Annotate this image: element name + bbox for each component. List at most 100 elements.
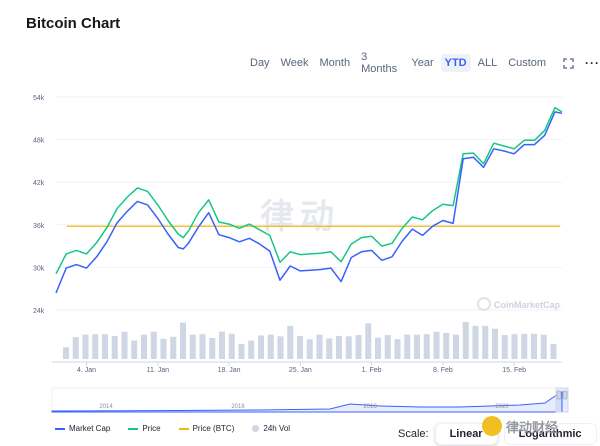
watermark-corner: 律动财经 [482,416,558,436]
y-tick-label: 54k [33,95,45,102]
volume-bar [92,334,99,359]
volume-bar [219,331,225,359]
x-tick-label: 25. Jan [289,367,312,374]
watermark-brand: CoinMarketCap [494,300,561,310]
volume-bar [531,333,537,359]
range-day-button[interactable]: Day [250,57,270,69]
series-lines [55,106,563,294]
navigator-frame [51,387,569,413]
volume-bar [277,336,284,359]
range-all-button[interactable]: ALL [477,57,498,69]
range-week-button[interactable]: Week [280,57,309,69]
x-tick-label: 8. Feb [433,367,453,374]
legend-price-btc-swatch [178,427,189,430]
volume-bar [482,325,489,359]
volume-bar [258,335,264,359]
volume-bar [297,335,303,359]
x-axis: 4. Jan 11. Jan 18. Jan 25. Jan 1. Feb 8. Feb 1… [52,361,562,374]
navigator-handle-icon [556,390,562,400]
watermark-corner-text: 律动财经 [506,419,559,435]
volume-bar [199,334,206,359]
volume-bar [453,334,459,359]
scale-linear-button[interactable]: Linear [434,423,498,445]
volume-bar [540,334,547,359]
volume-bar [423,334,430,359]
volume-bar [404,334,411,359]
volume-bar [238,343,245,359]
x-tick-label: 4. Jan [77,367,96,374]
scale-label: Scale: [398,428,429,440]
y-axis: 24k 30k 36k 42k 48k 54k [33,95,45,315]
navigator-series [51,391,563,413]
volume-bar [472,325,479,359]
range-3-months-button[interactable]: 3 Months [361,51,398,75]
volume-bars [63,322,557,359]
coinmarketcap-logo-icon [477,297,491,311]
volume-bar [141,334,147,359]
x-tick-label: 1. Feb [362,367,382,374]
y-tick-label: 42k [33,180,45,187]
volume-bar [336,335,342,359]
volume-bar [72,337,79,359]
navigator-handle-icon [562,390,568,400]
time-range-bar: Day Week Month 3 Months Year YTD ALL Cus… [246,48,600,78]
volume-bar [102,334,108,359]
navigator-label: 2020 [495,404,509,410]
scale-switch: Scale: Linear Logarithmic [398,423,597,445]
volume-bar [170,336,177,359]
navigator-selection [555,387,569,413]
volume-bar [462,322,469,359]
volume-bar [326,338,333,359]
legend-market-cap-label: Market Cap [69,424,111,433]
y-tick-label: 48k [33,138,45,145]
x-tick-label: 15. Feb [502,367,526,374]
volume-bar [150,331,157,359]
market-cap-line [55,111,563,294]
volume-bar [248,340,255,359]
volume-bar [267,334,274,359]
navigator-label: 2018 [363,404,377,410]
scale-logarithmic-button[interactable]: Logarithmic [503,423,597,445]
legend-market-cap-swatch [55,427,65,430]
price-line [55,106,563,275]
legend-price[interactable]: Price [128,424,161,433]
more-options-icon[interactable]: ··· [585,56,600,70]
volume-bar [355,335,362,359]
volume-bar [121,331,128,359]
volume-bar [433,331,440,359]
legend-price-swatch [128,427,139,430]
range-custom-button[interactable]: Custom [508,57,547,69]
range-ytd-button[interactable]: YTD [440,54,471,72]
legend-market-cap[interactable]: Market Cap [55,424,110,433]
volume-bar [501,335,508,359]
volume-bar [365,323,372,359]
volume-bar [228,333,235,359]
y-tick-label: 30k [33,265,45,272]
x-tick-label: 18. Jan [218,367,241,374]
legend-24h-vol[interactable]: 24h Vol [252,424,290,433]
legend-24h-vol-swatch [252,425,260,432]
volume-bar [414,334,420,359]
navigator-label: 2014 [99,404,113,410]
legend-price-btc[interactable]: Price (BTC) [178,424,235,433]
volume-bar [394,339,401,359]
watermark-logo-icon [482,416,502,436]
fullscreen-icon[interactable] [561,55,575,71]
volume-bar [82,334,89,359]
volume-bar [316,334,323,359]
volume-bar [492,328,498,359]
volume-bar [306,339,313,359]
volume-bar [287,325,294,359]
range-month-button[interactable]: Month [319,57,351,69]
volume-bar [345,336,352,359]
legend-price-btc-label: Price (BTC) [192,424,235,433]
legend-24h-vol-label: 24h Vol [263,424,291,433]
volume-bar [189,334,196,359]
volume-bar [521,333,528,359]
watermark-center: 律动 [260,198,340,236]
x-tick-label: 11. Jan [147,367,170,374]
y-tick-label: 36k [33,223,45,230]
volume-bar [111,335,118,359]
grid-lines [56,96,562,311]
range-year-button[interactable]: Year [411,57,434,69]
